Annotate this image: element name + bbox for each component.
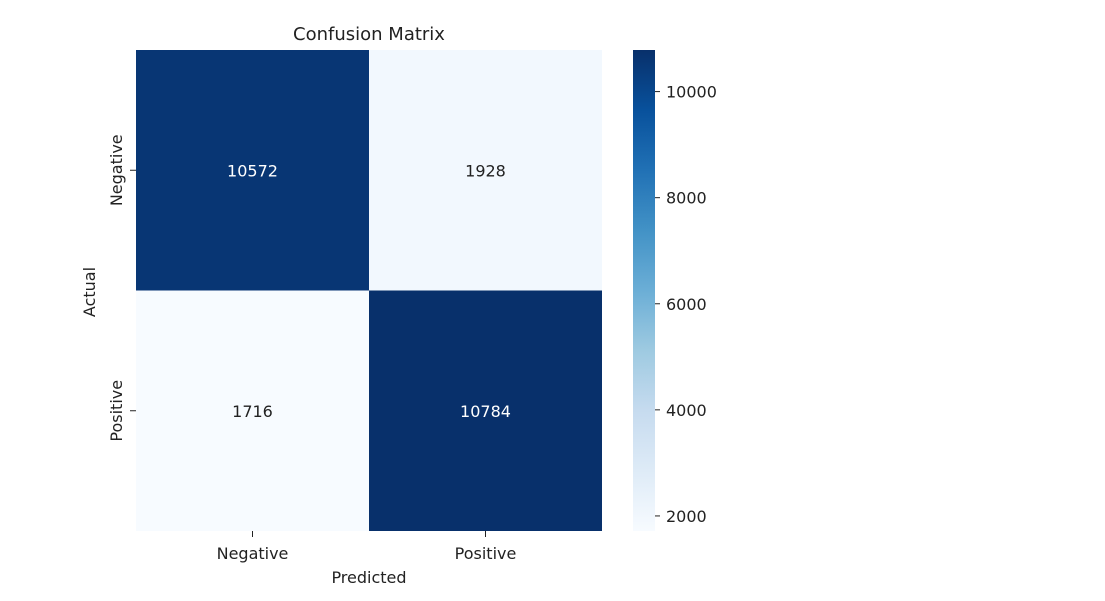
x-axis: Negative Positive	[217, 531, 517, 563]
colorbar-ticks: 2000 4000 6000 8000 10000	[655, 83, 717, 526]
cell-value-label: 1716	[232, 402, 273, 421]
chart-title: Confusion Matrix	[293, 24, 445, 45]
heatmap-cell	[136, 50, 369, 291]
colorbar-tick-label: 6000	[666, 295, 707, 314]
colorbar-tick-label: 10000	[666, 83, 717, 102]
y-axis: Negative Positive	[107, 134, 136, 442]
cell-value-label: 10572	[227, 161, 278, 180]
y-tick-label: Positive	[107, 380, 126, 442]
x-axis-label: Predicted	[331, 568, 406, 587]
colorbar	[633, 50, 655, 531]
heatmap-cell	[369, 50, 602, 291]
x-tick-label: Negative	[217, 544, 289, 563]
x-tick-label: Positive	[455, 544, 517, 563]
heatmap-cells	[136, 50, 602, 531]
colorbar-tick-label: 8000	[666, 189, 707, 208]
cell-value-label: 10784	[460, 402, 511, 421]
y-tick-label: Negative	[107, 134, 126, 206]
cell-value-label: 1928	[465, 161, 506, 180]
heatmap-cell	[369, 290, 602, 531]
colorbar-tick-label: 4000	[666, 401, 707, 420]
heatmap-cell	[136, 290, 369, 531]
cell-annotations: 10572 1928 1716 10784	[227, 161, 511, 421]
colorbar-tick-label: 2000	[666, 507, 707, 526]
y-axis-label: Actual	[80, 267, 99, 317]
